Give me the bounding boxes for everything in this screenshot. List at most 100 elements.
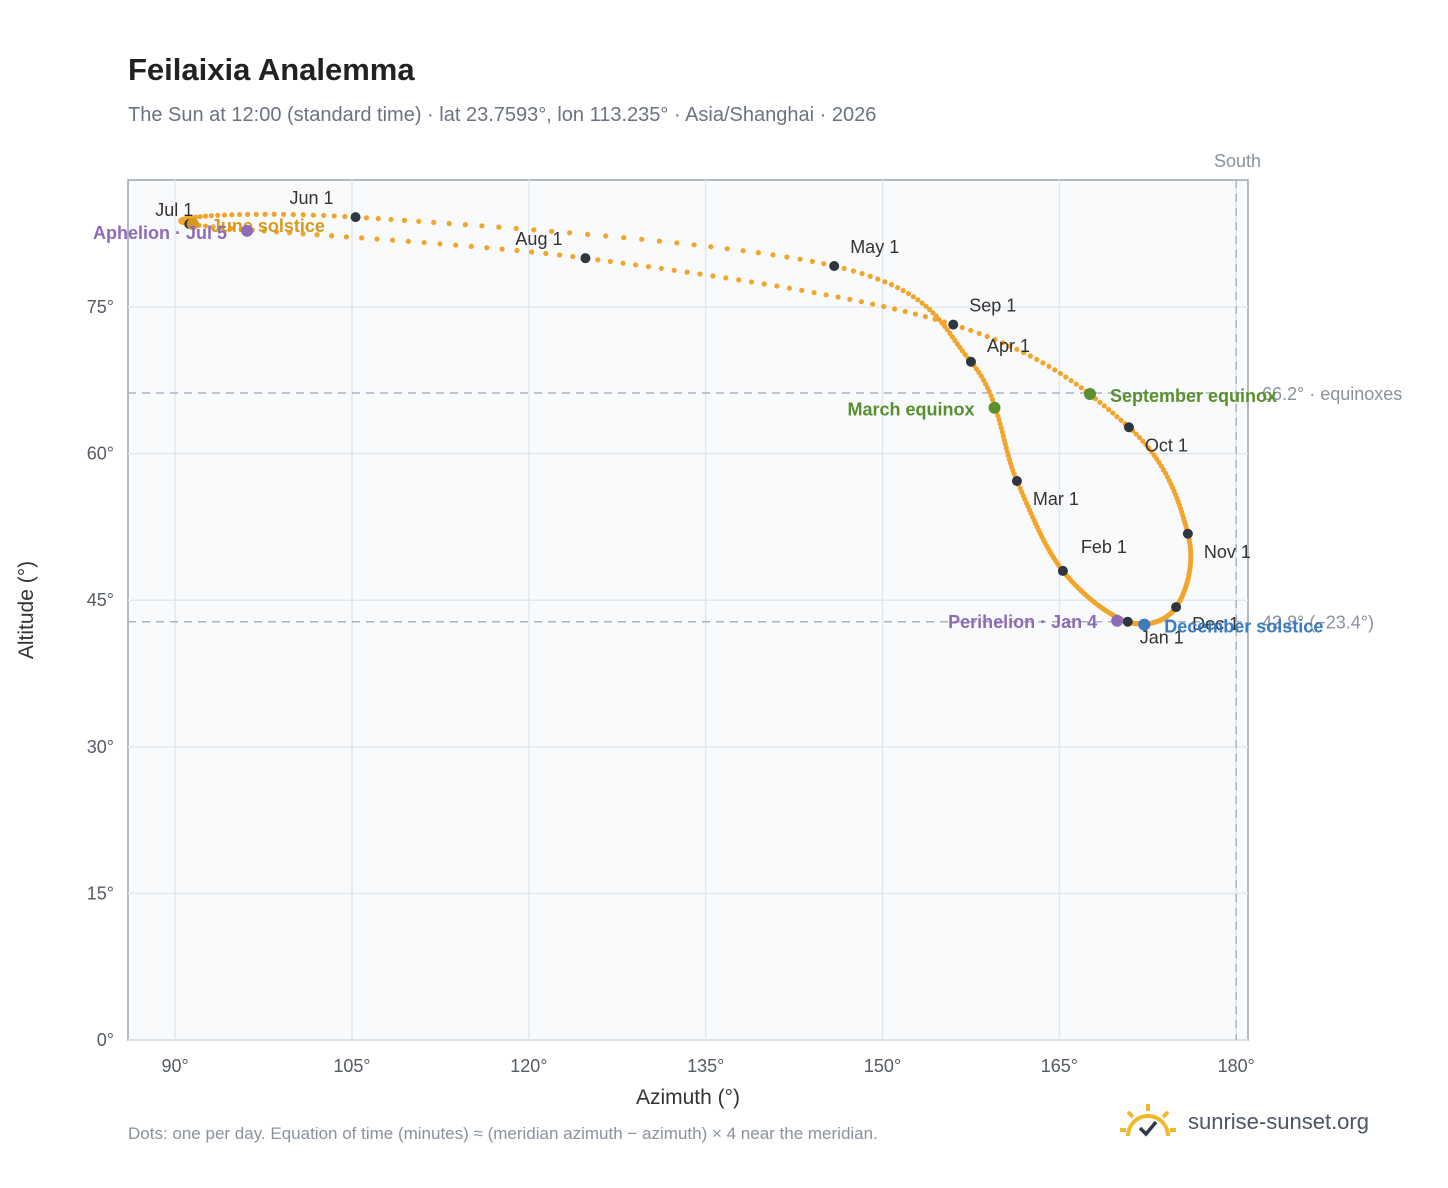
daily-sun-dot <box>1021 350 1027 356</box>
event-point <box>1138 618 1151 631</box>
daily-sun-dot <box>1136 434 1143 441</box>
plot-area <box>127 179 1249 1041</box>
daily-sun-dot <box>343 234 350 240</box>
month-point <box>580 253 591 264</box>
daily-sun-dot <box>595 257 601 263</box>
daily-sun-dot <box>999 340 1006 346</box>
daily-sun-dot <box>375 216 381 222</box>
month-label: Dec 1 <box>1192 614 1239 634</box>
daily-sun-dot <box>996 417 1002 423</box>
daily-sun-dot <box>271 211 277 217</box>
daily-sun-dot <box>691 242 697 248</box>
daily-sun-dot <box>388 216 394 223</box>
daily-sun-dot <box>821 261 827 267</box>
daily-sun-dot <box>980 377 987 383</box>
daily-sun-dot <box>437 241 443 247</box>
daily-sun-dot <box>484 245 490 251</box>
month-point <box>1122 616 1133 627</box>
daily-sun-dot <box>416 218 422 224</box>
daily-sun-dot <box>529 249 535 255</box>
daily-sun-dot <box>784 254 790 260</box>
daily-sun-dot <box>1014 346 1020 352</box>
daily-sun-dot <box>1148 449 1155 455</box>
daily-sun-dot <box>300 231 306 237</box>
daily-sun-dot <box>1002 441 1008 447</box>
daily-sun-dot <box>870 301 876 307</box>
daily-sun-dot <box>982 381 989 387</box>
daily-sun-dot <box>468 243 474 249</box>
x-tick-label: 105° <box>333 1056 370 1076</box>
daily-sun-dot <box>962 352 968 358</box>
daily-sun-dot <box>1003 445 1009 451</box>
y-tick-label: 30° <box>87 737 114 757</box>
daily-sun-dot <box>462 222 468 228</box>
daily-sun-dot <box>919 300 925 306</box>
y-axis-label: Altitude (°) <box>15 561 38 659</box>
daily-sun-dot <box>300 212 306 218</box>
daily-sun-dot <box>401 217 408 223</box>
daily-sun-dot <box>658 265 664 272</box>
month-point <box>1011 476 1022 486</box>
daily-sun-dot <box>1068 377 1074 384</box>
daily-sun-dot <box>202 223 209 229</box>
daily-sun-dot <box>253 211 259 217</box>
month-label: Nov 1 <box>1204 542 1251 562</box>
month-label: Jul 1 <box>155 200 193 220</box>
daily-sun-dot <box>989 396 996 403</box>
daily-sun-dot <box>811 289 817 296</box>
daily-sun-dot <box>1097 399 1103 405</box>
daily-sun-dot <box>697 271 703 277</box>
daily-sun-dot <box>882 279 888 285</box>
daily-sun-dot <box>850 268 857 274</box>
grid-lines <box>128 180 1248 1041</box>
daily-sun-dot <box>499 246 505 252</box>
daily-sun-dot <box>202 213 209 219</box>
event-point <box>241 224 254 237</box>
x-tick-label: 135° <box>687 1056 724 1076</box>
month-label: Sep 1 <box>969 296 1016 316</box>
daily-sun-dot <box>1000 433 1006 439</box>
daily-sun-dot <box>1052 367 1058 373</box>
daily-sun-dot <box>1004 449 1010 455</box>
event-label: June solstice <box>211 216 325 236</box>
y-tick-label: 15° <box>87 883 114 903</box>
month-label: Mar 1 <box>1033 489 1079 509</box>
daily-sun-dot <box>453 242 459 248</box>
daily-sun-dot <box>724 246 730 252</box>
daily-sun-dot <box>549 228 555 234</box>
daily-sun-dot <box>531 227 537 233</box>
x-tick-label: 120° <box>510 1056 547 1076</box>
month-label: May 1 <box>850 237 899 257</box>
daily-sun-dot <box>915 297 921 303</box>
daily-sun-dot <box>446 220 452 227</box>
daily-sun-dot <box>1073 381 1079 387</box>
daily-sun-dot <box>973 366 980 372</box>
brand[interactable]: sunrise-sunset.org <box>1120 1102 1369 1142</box>
month-label: Aug 1 <box>515 229 562 249</box>
daily-sun-dot <box>902 308 908 315</box>
event-point <box>988 401 1001 414</box>
daily-sun-dot <box>995 413 1001 419</box>
reference-line-label: 66.2° · equinoxes <box>1262 384 1402 404</box>
daily-sun-dot <box>1133 431 1139 437</box>
daily-sun-dot <box>321 212 327 219</box>
event-label: Aphelion · Jul 5 <box>93 223 227 243</box>
daily-sun-dot <box>1143 441 1149 448</box>
daily-sun-dot <box>286 230 293 236</box>
chart-title: Feilaixia Analemma <box>128 52 415 87</box>
daily-sun-dot <box>888 282 895 288</box>
daily-sun-dot <box>900 287 906 294</box>
daily-sun-dot <box>912 311 919 317</box>
brand-name[interactable]: sunrise-sunset.org <box>1188 1109 1369 1134</box>
daily-sun-dot <box>867 273 873 279</box>
daily-sun-dot <box>236 211 243 218</box>
daily-sun-dot <box>273 229 280 235</box>
daily-sun-dot <box>197 213 203 220</box>
daily-sun-dot <box>671 267 677 273</box>
daily-sun-dot <box>684 269 690 275</box>
event-point <box>1084 388 1097 401</box>
daily-sun-dot <box>210 224 216 230</box>
daily-sun-dot <box>363 215 370 221</box>
x-axis-ticks: 90° 105° 120° 135° 150° 165° 180° <box>162 1056 1255 1076</box>
daily-sun-dot <box>986 388 992 395</box>
